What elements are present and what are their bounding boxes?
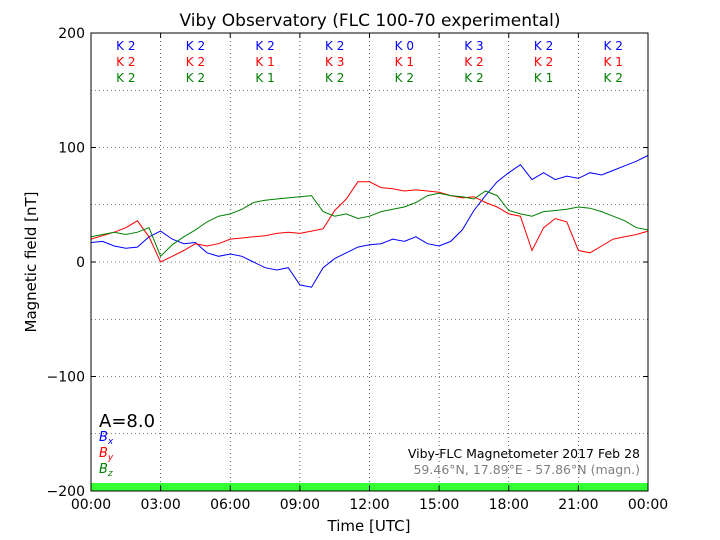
legend-entry-by: By bbox=[99, 446, 114, 463]
k-index-value: K 2 bbox=[116, 55, 135, 69]
legend-entry-bz: Bz bbox=[99, 462, 113, 479]
series-line-by bbox=[90, 181, 649, 263]
legend-subscript: x bbox=[107, 437, 114, 447]
x-tick-label: 18:00 bbox=[489, 497, 529, 513]
a-index: A=8.0 bbox=[99, 411, 155, 432]
k-index-value: K 2 bbox=[604, 39, 623, 53]
x-tick-label: 06:00 bbox=[210, 497, 250, 513]
k-index-value: K 3 bbox=[325, 55, 344, 69]
k-index-value: K 2 bbox=[464, 71, 483, 85]
y-tick-label: 100 bbox=[58, 141, 85, 157]
x-tick-label: 00:00 bbox=[71, 497, 111, 513]
k-index-value: K 2 bbox=[186, 71, 205, 85]
axis-ticks: 00:00 03:00 06:00 09:00 12:00 15:00 18:00 21:00… bbox=[47, 26, 669, 513]
x-tick-label: 12:00 bbox=[349, 497, 389, 513]
k-index-value: K 2 bbox=[395, 71, 414, 85]
legend-symbol: B bbox=[99, 430, 108, 445]
k-index-value: K 2 bbox=[464, 55, 483, 69]
k-index-value: K 2 bbox=[186, 55, 205, 69]
k-index-value: K 2 bbox=[116, 39, 135, 53]
x-tick-label: 15:00 bbox=[419, 497, 459, 513]
y-tick-label: −200 bbox=[47, 484, 85, 500]
k-index-table: K 2 K 2 K 2 K 2 K 0 K 3 K 2 K 2 K 2 K 2 K 1 K 3 K 1 K… bbox=[116, 39, 623, 85]
y-tick-label: −100 bbox=[47, 370, 85, 386]
info-line-2: 59.46°N, 17.89°E - 57.86°N (magn.) bbox=[413, 462, 640, 477]
legend-entry-bx: Bx bbox=[99, 430, 114, 447]
legend-subscript: y bbox=[107, 453, 114, 463]
y-axis-label: Magnetic field [nT] bbox=[22, 192, 40, 333]
k-index-value: K 3 bbox=[464, 39, 483, 53]
k-index-value: K 2 bbox=[534, 55, 553, 69]
k-index-value: K 1 bbox=[395, 55, 414, 69]
k-index-value: K 2 bbox=[116, 71, 135, 85]
info-line-1: Viby-FLC Magnetometer 2017 Feb 28 bbox=[408, 446, 640, 461]
k-index-value: K 2 bbox=[255, 39, 274, 53]
series-lines bbox=[90, 155, 649, 288]
y-tick-label: 0 bbox=[76, 255, 85, 271]
legend-symbol: B bbox=[99, 462, 108, 477]
plot-frame bbox=[90, 32, 649, 492]
series-line-bx bbox=[90, 155, 649, 288]
series-line-bz bbox=[90, 190, 649, 258]
y-tick-label: 200 bbox=[58, 26, 85, 42]
k-index-value: K 2 bbox=[186, 39, 205, 53]
x-tick-label: 09:00 bbox=[280, 497, 320, 513]
k-index-value: K 2 bbox=[534, 39, 553, 53]
k-index-value: K 1 bbox=[604, 55, 623, 69]
k-index-value: K 1 bbox=[255, 71, 274, 85]
x-axis-label: Time [UTC] bbox=[327, 517, 411, 535]
x-tick-label: 03:00 bbox=[140, 497, 180, 513]
k-index-value: K 1 bbox=[534, 71, 553, 85]
x-tick-label: 21:00 bbox=[558, 497, 598, 513]
k-index-value: K 2 bbox=[604, 71, 623, 85]
k-index-value: K 1 bbox=[255, 55, 274, 69]
chart-title: Viby Observatory (FLC 100-70 experimenta… bbox=[180, 11, 561, 31]
grid bbox=[91, 33, 648, 491]
x-tick-label: 00:00 bbox=[628, 497, 668, 513]
legend-subscript: z bbox=[107, 469, 113, 479]
k-index-value: K 0 bbox=[395, 39, 414, 53]
k-index-value: K 2 bbox=[325, 39, 344, 53]
k-index-value: K 2 bbox=[325, 71, 344, 85]
legend-symbol: B bbox=[99, 446, 108, 461]
